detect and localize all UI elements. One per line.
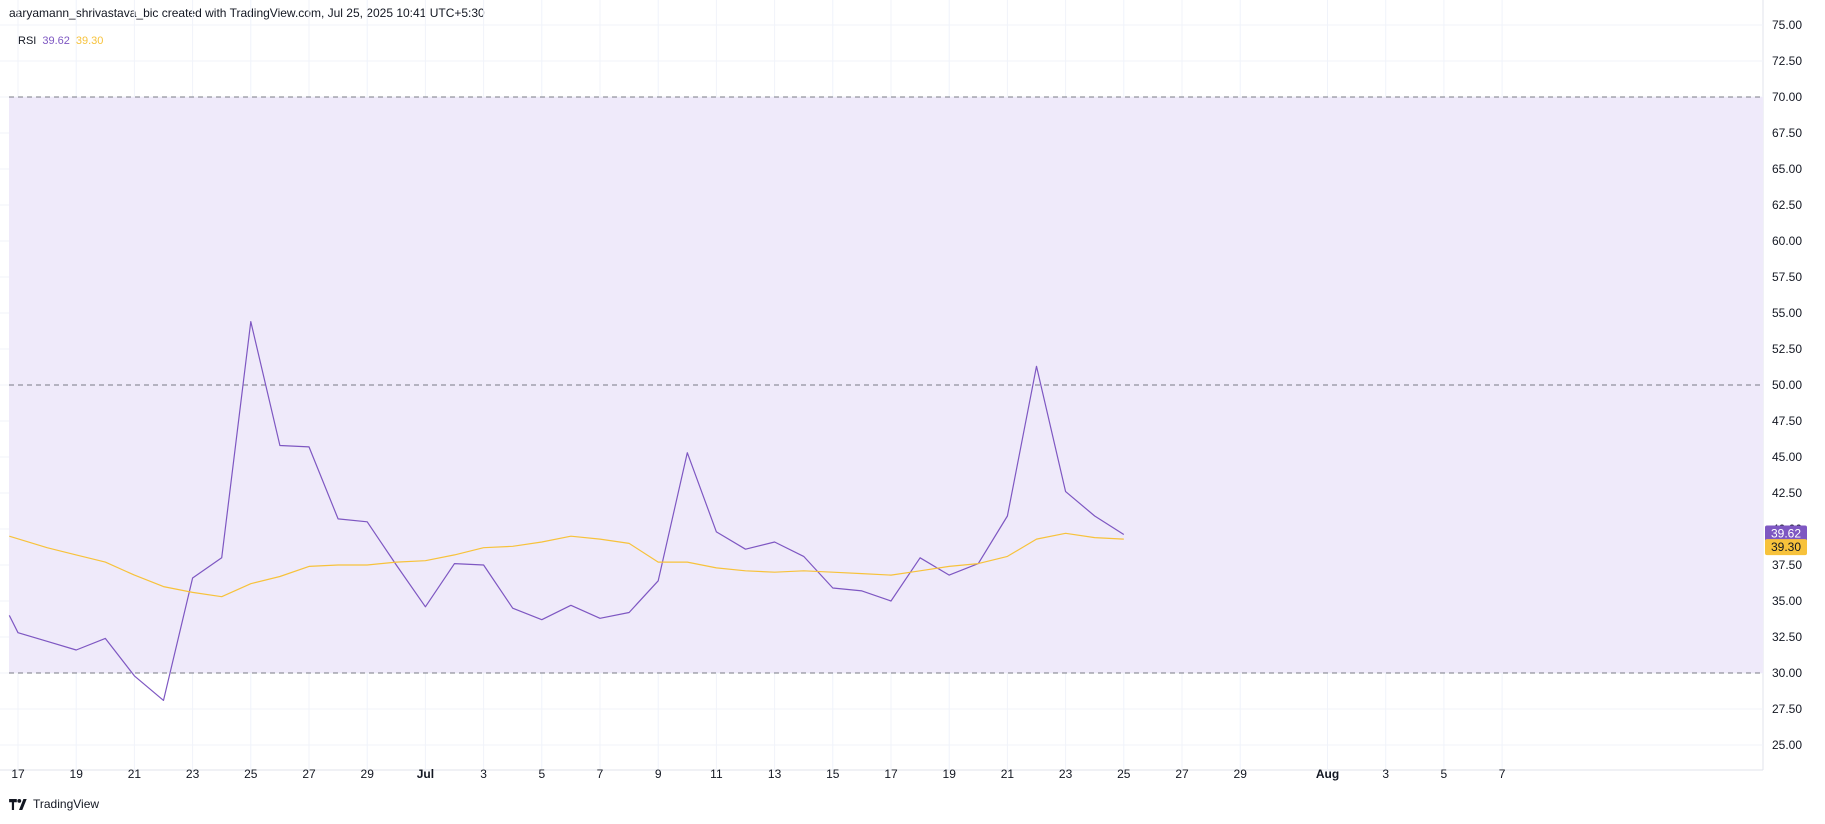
price-axis-label: 35.00 — [1772, 594, 1802, 608]
price-axis-label: 42.50 — [1772, 486, 1802, 500]
rsi-band-lines — [9, 96, 1763, 674]
price-axis-label: 52.50 — [1772, 342, 1802, 356]
price-axis-label: 65.00 — [1772, 162, 1802, 176]
last-value-label-bg — [1765, 539, 1807, 556]
time-axis-label: 5 — [538, 767, 545, 781]
time-axis-label: 21 — [1001, 767, 1015, 781]
time-axis-label: 17 — [11, 767, 25, 781]
time-axis-label: 5 — [1441, 767, 1448, 781]
legend-rsi-value: 39.62 — [42, 35, 70, 47]
price-axis-label: 72.50 — [1772, 54, 1802, 68]
time-axis-label: 29 — [361, 767, 375, 781]
legend-ma-value: 39.30 — [75, 35, 104, 47]
chart-attribution: aaryamann_shrivastava_bic created with T… — [9, 6, 485, 20]
chart-series — [8, 321, 1125, 701]
last-value-label: 39.30 — [1771, 540, 1801, 554]
time-axis-label: 23 — [1059, 767, 1073, 781]
time-axis-label: 13 — [768, 767, 782, 781]
price-axis: 75.00 72.50 70.00 67.50 65.00 62.50 60.00 57.50… — [1772, 18, 1802, 752]
last-value-label-bg — [1765, 525, 1807, 542]
time-axis-label: 29 — [1234, 767, 1248, 781]
price-axis-label: 37.50 — [1772, 558, 1802, 572]
price-axis-label: 27.50 — [1772, 702, 1802, 716]
price-axis-label: 62.50 — [1772, 198, 1802, 212]
time-axis-label: 27 — [1175, 767, 1189, 781]
last-value-label: 39.62 — [1771, 526, 1801, 540]
time-axis-label: 25 — [244, 767, 258, 781]
price-axis-label: 67.50 — [1772, 126, 1802, 140]
time-axis-label: 7 — [597, 767, 604, 781]
time-axis-label: Jul — [417, 767, 434, 781]
time-axis-label: Aug — [1316, 767, 1339, 781]
time-axis-label: 3 — [480, 767, 487, 781]
price-axis-label: 25.00 — [1772, 738, 1802, 752]
time-axis-label: 3 — [1382, 767, 1389, 781]
price-axis-label: 50.00 — [1772, 378, 1802, 392]
time-axis-label: 17 — [884, 767, 898, 781]
legend-indicator-name: RSI — [18, 35, 37, 47]
time-axis-label: 15 — [826, 767, 840, 781]
price-axis-label: 75.00 — [1772, 18, 1802, 32]
price-axis-label: 47.50 — [1772, 414, 1802, 428]
time-axis-label: 23 — [186, 767, 200, 781]
time-axis-label: 27 — [302, 767, 316, 781]
time-axis-label: 9 — [655, 767, 662, 781]
tradingview-logo[interactable]: TradingView — [9, 797, 99, 811]
tradingview-logo-icon — [9, 798, 27, 810]
price-axis-label: 30.00 — [1772, 666, 1802, 680]
price-axis-label: 57.50 — [1772, 270, 1802, 284]
time-axis-label: 21 — [128, 767, 142, 781]
time-axis-label: 11 — [710, 767, 723, 781]
price-axis-label: 32.50 — [1772, 630, 1802, 644]
price-axis-label: 45.00 — [1772, 450, 1802, 464]
time-axis-label: 7 — [1499, 767, 1506, 781]
rsi-line — [8, 321, 1125, 701]
time-axis-label: 19 — [70, 767, 84, 781]
time-axis-label: 19 — [943, 767, 957, 781]
time-axis: 17 19 21 23 25 27 29 Jul 3 5 7 9 11 13 15 17 19 21 23 25 27 2… — [11, 767, 1505, 781]
price-axis-label: 55.00 — [1772, 306, 1802, 320]
rsi-ma-line — [9, 532, 1124, 598]
indicator-legend[interactable]: RSI 39.62 39.30 — [18, 35, 103, 47]
time-axis-label: 25 — [1117, 767, 1131, 781]
price-axis-label: 70.00 — [1772, 90, 1802, 104]
price-axis-label: 60.00 — [1772, 234, 1802, 248]
tradingview-brand-text: TradingView — [33, 797, 100, 811]
